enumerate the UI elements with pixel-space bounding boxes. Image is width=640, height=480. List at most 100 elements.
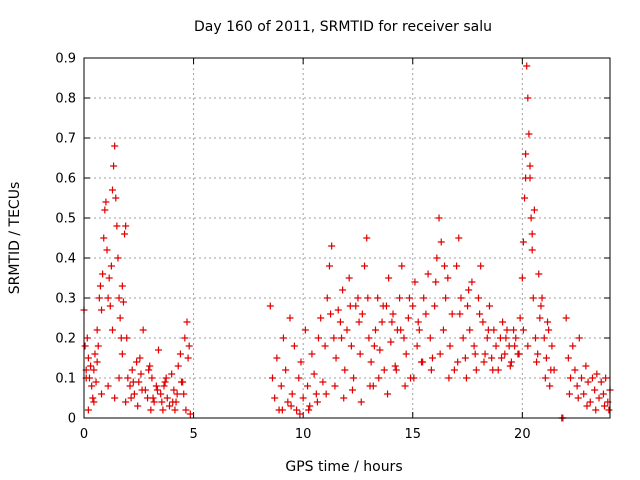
data-point (357, 398, 365, 406)
data-point (185, 342, 193, 350)
data-point (466, 326, 474, 334)
data-point (580, 390, 588, 398)
data-point (528, 246, 536, 254)
data-point (183, 318, 191, 326)
data-point (118, 282, 126, 290)
data-point (537, 302, 545, 310)
data-point (536, 314, 544, 322)
data-point (470, 342, 478, 350)
data-point (387, 338, 395, 346)
data-point (562, 314, 570, 322)
data-point (366, 382, 374, 390)
data-point (365, 334, 373, 342)
data-point (515, 350, 523, 358)
data-point (123, 334, 131, 342)
plot-area-border (83, 57, 611, 419)
data-point (396, 294, 404, 302)
data-point (489, 366, 497, 374)
data-point (278, 406, 286, 414)
grid-lines (84, 58, 610, 418)
data-point (599, 390, 607, 398)
y-tick-label: 0.4 (55, 252, 76, 267)
data-point (162, 374, 170, 382)
data-point (397, 326, 405, 334)
data-point (282, 366, 290, 374)
data-point (401, 382, 409, 390)
data-point (266, 302, 274, 310)
data-point (100, 234, 108, 242)
data-point (134, 402, 142, 410)
x-tick-label: 0 (80, 427, 88, 442)
data-point (422, 310, 430, 318)
data-point (322, 390, 330, 398)
data-point (170, 386, 178, 394)
data-point (522, 150, 530, 158)
data-point (332, 354, 340, 362)
data-point (518, 274, 526, 282)
data-point (273, 354, 281, 362)
chart-title: Day 160 of 2011, SRMTID for receiver sal… (194, 19, 492, 35)
data-point (147, 406, 155, 414)
data-point (356, 350, 364, 358)
data-point (339, 286, 347, 294)
data-point (99, 270, 107, 278)
data-point (384, 390, 392, 398)
data-point (83, 334, 91, 342)
data-point (476, 310, 484, 318)
data-point (301, 326, 309, 334)
data-point (137, 370, 145, 378)
data-point (174, 362, 182, 370)
data-point (446, 342, 454, 350)
data-point (104, 294, 112, 302)
data-point (389, 310, 397, 318)
data-point (310, 370, 318, 378)
data-point (601, 402, 609, 410)
data-point (565, 390, 573, 398)
data-point (317, 314, 325, 322)
data-point (413, 342, 421, 350)
data-point (477, 262, 485, 270)
data-point (492, 342, 500, 350)
data-point (525, 130, 533, 138)
data-point (544, 318, 552, 326)
data-point (385, 274, 393, 282)
data-point (343, 326, 351, 334)
data-point (146, 362, 154, 370)
data-point (378, 318, 386, 326)
data-point (124, 374, 132, 382)
data-point (392, 366, 400, 374)
data-point (471, 350, 479, 358)
data-point (456, 310, 464, 318)
data-point (331, 382, 339, 390)
data-point (431, 302, 439, 310)
data-point (277, 382, 285, 390)
data-point (90, 366, 98, 374)
data-point (126, 382, 134, 390)
data-point (299, 394, 307, 402)
data-point (105, 274, 113, 282)
data-point (523, 62, 531, 70)
data-point (107, 262, 115, 270)
data-point (564, 354, 572, 362)
data-point (512, 334, 520, 342)
data-point (540, 334, 548, 342)
y-tick-label: 0.1 (55, 372, 76, 387)
data-point (433, 254, 441, 262)
data-point (461, 354, 469, 362)
data-point (296, 410, 304, 418)
y-tick-label: 0.7 (55, 132, 76, 147)
data-point (464, 302, 472, 310)
data-point (328, 242, 336, 250)
data-point (297, 358, 305, 366)
data-point (583, 402, 591, 410)
data-point (354, 294, 362, 302)
data-point (96, 282, 104, 290)
data-point (592, 406, 600, 414)
data-point (161, 378, 169, 386)
data-point (419, 358, 427, 366)
x-axis-title: GPS time / hours (285, 459, 402, 475)
data-point (287, 402, 295, 410)
data-point (327, 310, 335, 318)
data-point (545, 326, 553, 334)
